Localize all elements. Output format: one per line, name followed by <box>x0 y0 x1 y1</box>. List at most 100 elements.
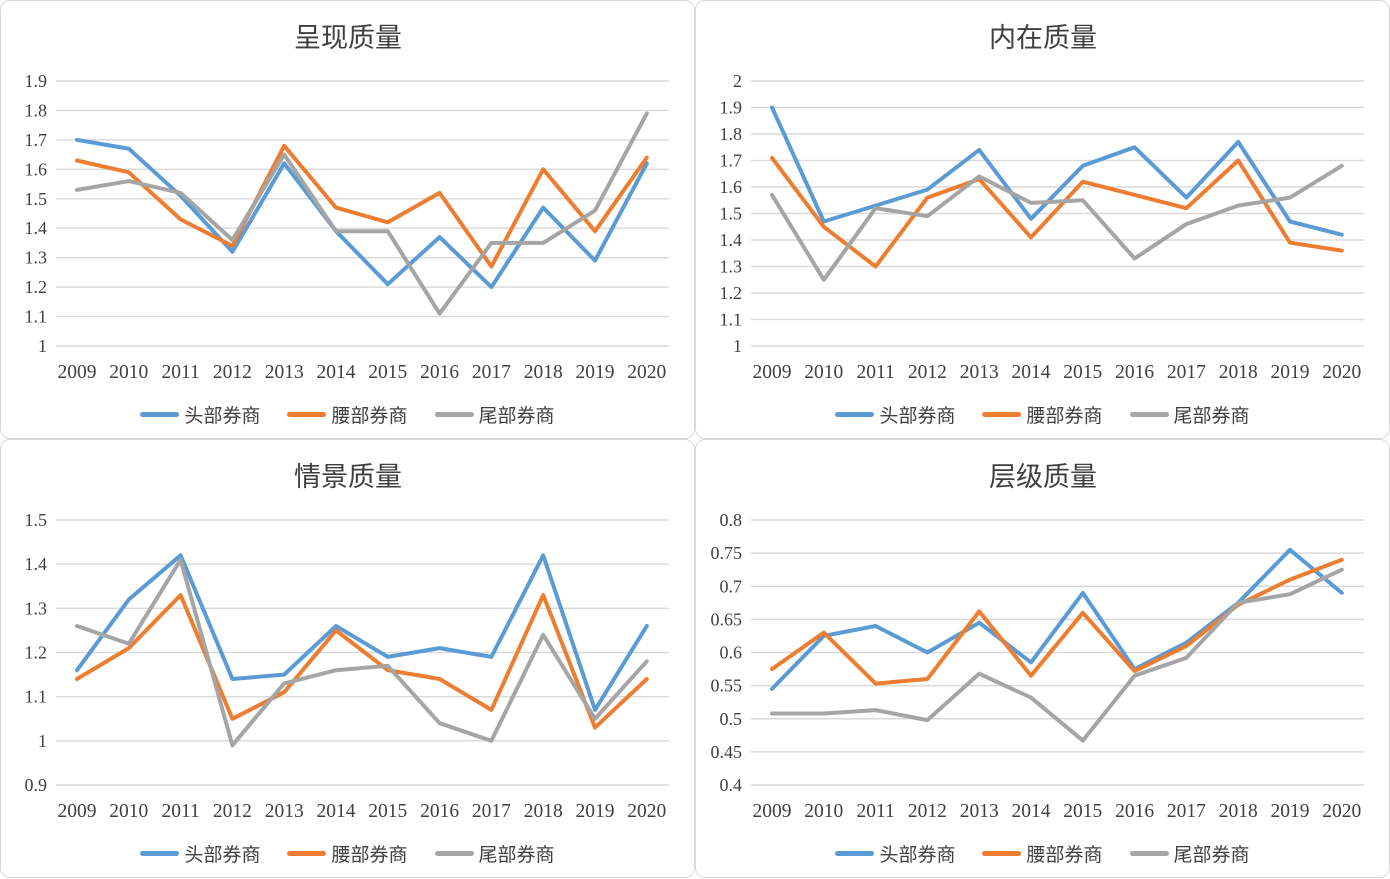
y-tick-label: 0.65 <box>711 609 743 629</box>
legend-swatch-waist <box>287 851 327 856</box>
chart-canvas-hierarchy-quality: 层级质量 0.8 0.75 0.7 0.65 0.6 0.55 0.5 0.45 0.4 2009 2… <box>711 462 1364 822</box>
y-tick-label: 1.7 <box>25 130 48 150</box>
chart-hierarchy-quality: 层级质量 0.8 0.75 0.7 0.65 0.6 0.55 0.5 0.45 0.4 2009 2… <box>695 439 1390 878</box>
x-tick-label: 2019 <box>1271 362 1310 383</box>
x-tick-label: 2010 <box>109 362 148 383</box>
series-line-tail-brokers <box>770 567 1344 743</box>
legend-item-tail-brokers: 尾部券商 <box>1129 401 1250 428</box>
x-tick-label: 2019 <box>1271 801 1310 822</box>
y-tick-label: 0.75 <box>711 543 743 563</box>
x-tick-label: 2011 <box>856 801 894 822</box>
x-tick-label: 2017 <box>472 362 511 383</box>
x-tick-label: 2013 <box>265 801 304 822</box>
y-tick-label: 1.6 <box>720 177 743 197</box>
x-tick-label: 2009 <box>58 801 97 822</box>
y-tick-label: 0.8 <box>720 510 743 530</box>
series-line-head-brokers <box>770 105 1344 237</box>
legend-label: 头部券商 <box>184 845 261 866</box>
legend-item-head-brokers: 头部券商 <box>835 401 955 428</box>
y-tick-label: 1.3 <box>720 257 743 277</box>
y-tick-label: 1.2 <box>720 283 743 303</box>
legend-label: 腰部券商 <box>331 406 408 427</box>
x-tick-label: 2018 <box>1219 801 1258 822</box>
x-tick-label: 2014 <box>1012 801 1051 822</box>
legend-item-tail-brokers: 尾部券商 <box>434 840 555 867</box>
x-tick-label: 2018 <box>1219 362 1258 383</box>
legend-swatch-waist <box>982 412 1022 417</box>
legend-label: 腰部券商 <box>1026 406 1103 427</box>
legend-label: 尾部券商 <box>1173 406 1250 427</box>
y-tick-label: 1 <box>38 731 47 751</box>
y-tick-label: 0.7 <box>720 576 743 596</box>
y-tick-label: 1.1 <box>25 687 48 707</box>
x-tick-label: 2009 <box>753 801 792 822</box>
series-line-waist-brokers <box>770 557 1344 686</box>
x-tick-label: 2012 <box>908 801 947 822</box>
x-tick-label: 2013 <box>265 362 304 383</box>
y-tick-label: 1.1 <box>720 310 743 330</box>
legend-label: 尾部券商 <box>478 845 555 866</box>
y-tick-label: 1.8 <box>720 124 743 144</box>
legend-swatch-head <box>835 851 875 856</box>
legend-item-head-brokers: 头部券商 <box>140 840 260 867</box>
legend-label: 头部券商 <box>879 845 956 866</box>
chart-presentation-quality: 呈现质量 1.9 1.8 1.7 1.6 1.5 1.4 1.3 1.2 1.1 1 2009 2010… <box>0 0 695 439</box>
y-tick-label: 1.5 <box>25 189 48 209</box>
y-tick-label: 1.4 <box>720 230 743 250</box>
x-tick-label: 2014 <box>1012 362 1051 383</box>
x-tick-label: 2017 <box>1167 801 1206 822</box>
x-tick-label: 2014 <box>317 801 356 822</box>
series-line-tail-brokers <box>75 111 649 316</box>
chart-intrinsic-quality: 内在质量 2 1.9 1.8 1.7 1.6 1.5 1.4 1.3 1.2 1.1 1 2009 201… <box>695 0 1390 439</box>
x-tick-label: 2018 <box>524 362 563 383</box>
x-tick-label: 2018 <box>524 801 563 822</box>
x-tick-label: 2012 <box>213 362 252 383</box>
x-tick-label: 2016 <box>420 362 459 383</box>
chart-title: 情景质量 <box>294 462 402 492</box>
legend-swatch-tail <box>434 851 474 856</box>
chart-legend: 头部券商 腰部券商 尾部券商 <box>1 840 694 867</box>
legend-swatch-waist <box>982 851 1022 856</box>
x-tick-label: 2010 <box>804 801 843 822</box>
legend-label: 尾部券商 <box>478 406 555 427</box>
x-tick-label: 2011 <box>161 801 199 822</box>
y-tick-label: 1.9 <box>25 71 48 91</box>
y-tick-label: 0.9 <box>25 775 48 795</box>
y-tick-label: 1.5 <box>720 204 743 224</box>
x-tick-label: 2015 <box>1063 801 1102 822</box>
y-tick-label: 0.55 <box>711 676 743 696</box>
y-tick-label: 1 <box>38 336 47 356</box>
chart-canvas-scenario-quality: 情景质量 1.5 1.4 1.3 1.2 1.1 1 0.9 2009 2010 2011 2012 2… <box>25 462 669 822</box>
y-tick-label: 0.5 <box>720 709 743 729</box>
x-tick-label: 2009 <box>58 362 97 383</box>
legend-item-waist-brokers: 腰部券商 <box>287 840 408 867</box>
x-tick-label: 2011 <box>161 362 199 383</box>
x-tick-label: 2014 <box>317 362 356 383</box>
x-tick-label: 2015 <box>368 801 407 822</box>
y-tick-label: 1.9 <box>720 98 743 118</box>
y-tick-label: 1.5 <box>25 510 48 530</box>
x-tick-label: 2010 <box>109 801 148 822</box>
x-tick-label: 2015 <box>1063 362 1102 383</box>
x-tick-label: 2017 <box>472 801 511 822</box>
series-line-waist-brokers <box>75 593 649 730</box>
y-tick-label: 1.8 <box>25 100 48 120</box>
legend-label: 尾部券商 <box>1173 845 1250 866</box>
y-tick-label: 1.4 <box>25 218 48 238</box>
series-line-head-brokers <box>770 547 1344 691</box>
y-tick-label: 0.4 <box>720 775 743 795</box>
legend-label: 头部券商 <box>879 406 956 427</box>
x-tick-label: 2013 <box>960 801 999 822</box>
legend-swatch-tail <box>1129 851 1169 856</box>
x-tick-label: 2013 <box>960 362 999 383</box>
legend-swatch-tail <box>1129 412 1169 417</box>
legend-label: 腰部券商 <box>331 845 408 866</box>
y-tick-label: 1 <box>733 336 742 356</box>
chart-legend: 头部券商 腰部券商 尾部券商 <box>696 840 1389 867</box>
x-tick-label: 2020 <box>627 362 666 383</box>
y-tick-label: 0.45 <box>711 742 743 762</box>
x-tick-label: 2012 <box>213 801 252 822</box>
series-line-head-brokers <box>75 553 649 712</box>
legend-item-tail-brokers: 尾部券商 <box>434 401 555 428</box>
